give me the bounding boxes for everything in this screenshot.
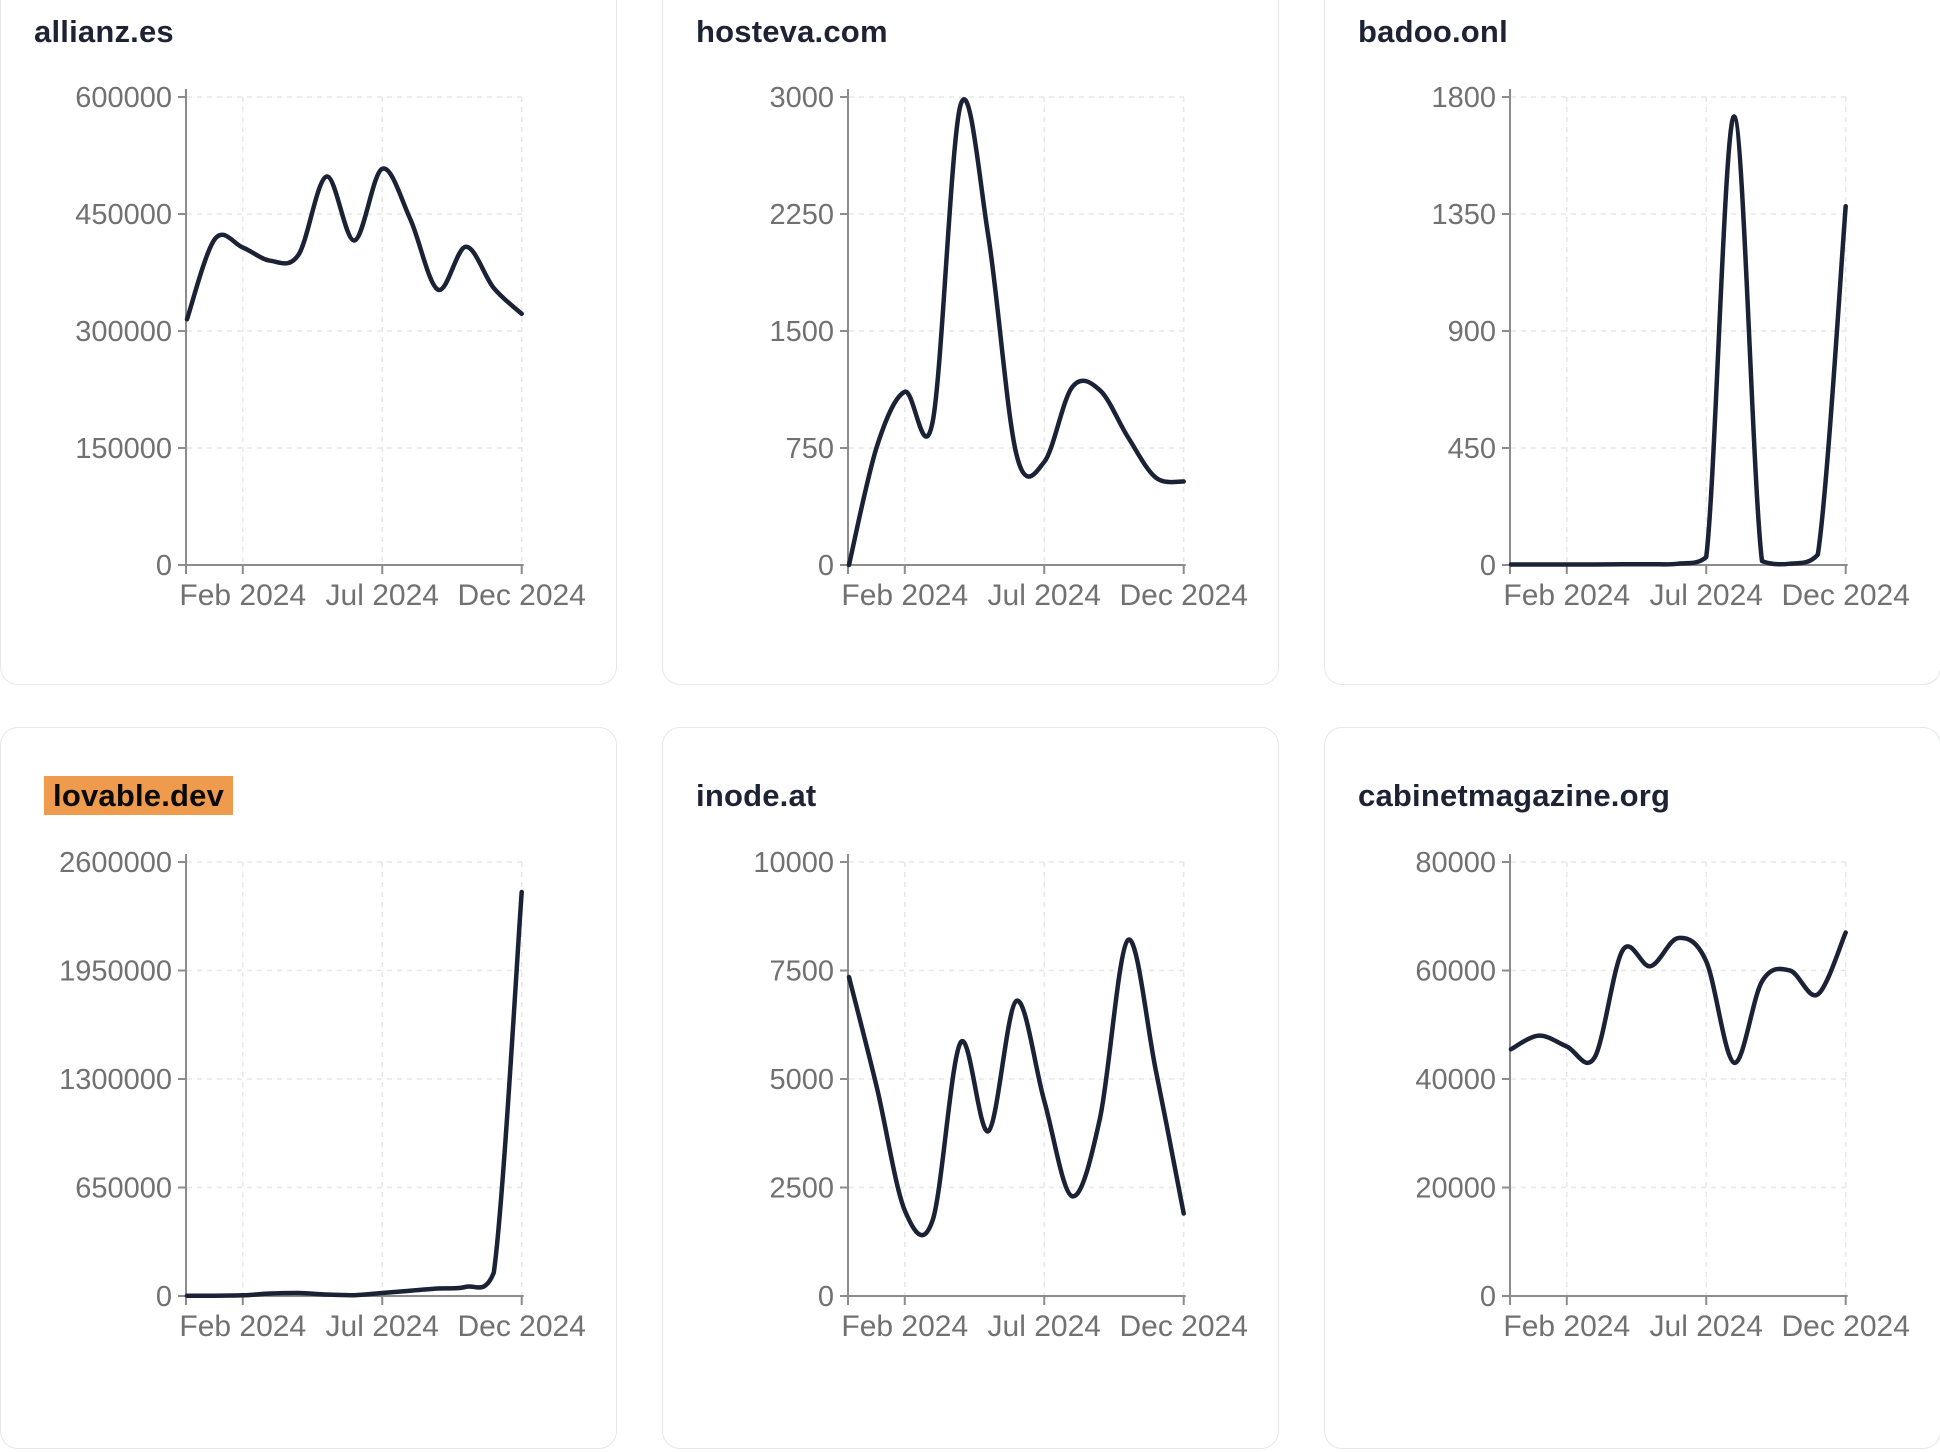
- y-tick-label: 2500: [769, 1172, 834, 1204]
- y-tick-label: 5000: [769, 1064, 834, 1096]
- series-line: [1508, 113, 1848, 567]
- x-tick-label: Jul 2024: [1649, 579, 1762, 612]
- y-tick-label: 1950000: [59, 955, 172, 987]
- y-tick-label: 600000: [75, 82, 172, 114]
- y-tick-label: 3000: [769, 82, 834, 114]
- x-tick-label: Feb 2024: [179, 1310, 306, 1343]
- y-tick-label: 60000: [1415, 955, 1496, 987]
- chart-title: cabinetmagazine.org: [1358, 777, 1670, 815]
- chart-title: badoo.onl: [1358, 13, 1508, 51]
- y-tick-label: 0: [1479, 1281, 1495, 1313]
- series-line: [846, 96, 1186, 567]
- chart-title-text: hosteva.com: [696, 14, 888, 49]
- x-tick-label: Jul 2024: [987, 579, 1100, 612]
- chart-title-text: allianz.es: [34, 14, 174, 49]
- y-tick-label: 1300000: [59, 1064, 172, 1096]
- series-line: [1508, 929, 1848, 1065]
- chart-title: inode.at: [696, 777, 816, 815]
- y-tick-label: 0: [155, 1281, 171, 1313]
- y-tick-label: 40000: [1415, 1064, 1496, 1096]
- chart-card[interactable]: lovable.dev 0 650000 1300000 1950000 2600000…: [0, 727, 617, 1449]
- line-chart: 0 150000 300000 450000 600000 Feb 2024 Jul 202…: [75, 82, 586, 612]
- y-tick-label: 2250: [769, 199, 834, 231]
- series-line: [184, 889, 524, 1298]
- y-tick-label: 0: [1479, 550, 1495, 582]
- chart-title: allianz.es: [34, 13, 174, 51]
- chart-title: hosteva.com: [696, 13, 888, 51]
- chart-card[interactable]: hosteva.com 0 750 1500 2250 3000 Feb 2024 Jul …: [662, 0, 1279, 685]
- line-chart: 0 2500 5000 7500 10000 Feb 2024 Jul 2024 Dec 20…: [753, 847, 1248, 1343]
- series-line: [184, 166, 524, 322]
- x-tick-label: Dec 2024: [1781, 1310, 1909, 1343]
- chart-title-text: badoo.onl: [1358, 14, 1508, 49]
- chart-title-text: cabinetmagazine.org: [1358, 778, 1671, 813]
- x-tick-label: Feb 2024: [179, 579, 306, 612]
- chart-title-text: inode.at: [696, 778, 817, 813]
- x-tick-label: Jul 2024: [987, 1310, 1100, 1343]
- x-tick-label: Dec 2024: [1119, 1310, 1247, 1343]
- y-tick-label: 650000: [75, 1172, 172, 1204]
- y-tick-label: 10000: [753, 847, 834, 879]
- x-tick-label: Feb 2024: [1503, 579, 1630, 612]
- x-tick-label: Jul 2024: [325, 1310, 438, 1343]
- y-tick-label: 450: [1447, 433, 1495, 465]
- y-tick-label: 0: [155, 550, 171, 582]
- y-tick-label: 150000: [75, 433, 172, 465]
- x-tick-label: Dec 2024: [1119, 579, 1247, 612]
- y-tick-label: 1350: [1431, 199, 1496, 231]
- y-tick-label: 750: [785, 433, 833, 465]
- chart-title: lovable.dev: [34, 776, 234, 815]
- y-tick-label: 900: [1447, 316, 1495, 348]
- x-tick-label: Feb 2024: [841, 1310, 968, 1343]
- chart-title-text: lovable.dev: [44, 776, 234, 815]
- y-tick-label: 1800: [1431, 82, 1496, 114]
- x-tick-label: Dec 2024: [1781, 579, 1909, 612]
- chart-card[interactable]: allianz.es 0 150000 300000 450000 600000 Feb …: [0, 0, 617, 685]
- y-tick-label: 0: [817, 550, 833, 582]
- chart-card[interactable]: inode.at 0 2500 5000 7500 10000 Feb 2024 Jul 2…: [662, 727, 1279, 1449]
- x-tick-label: Dec 2024: [457, 1310, 585, 1343]
- series-line: [846, 937, 1186, 1237]
- y-tick-label: 450000: [75, 199, 172, 231]
- x-tick-label: Feb 2024: [1503, 1310, 1630, 1343]
- y-tick-label: 2600000: [59, 847, 172, 879]
- line-chart: 0 20000 40000 60000 80000 Feb 2024 Jul 2024 Dec…: [1415, 847, 1910, 1343]
- line-chart: 0 450 900 1350 1800 Feb 2024 Jul 2024 Dec 2024: [1431, 82, 1909, 612]
- chart-card[interactable]: badoo.onl 0 450 900 1350 1800 Feb 2024 Jul 202…: [1324, 0, 1940, 685]
- x-tick-label: Feb 2024: [841, 579, 968, 612]
- y-tick-label: 20000: [1415, 1172, 1496, 1204]
- chart-card[interactable]: cabinetmagazine.org 0 20000 40000 60000 8000…: [1324, 727, 1940, 1449]
- y-tick-label: 0: [817, 1281, 833, 1313]
- y-tick-label: 300000: [75, 316, 172, 348]
- x-tick-label: Jul 2024: [1649, 1310, 1762, 1343]
- x-tick-label: Dec 2024: [457, 579, 585, 612]
- y-tick-label: 7500: [769, 955, 834, 987]
- y-tick-label: 80000: [1415, 847, 1496, 879]
- line-chart: 0 750 1500 2250 3000 Feb 2024 Jul 2024 Dec 2024: [769, 82, 1247, 612]
- x-tick-label: Jul 2024: [325, 579, 438, 612]
- line-chart: 0 650000 1300000 1950000 2600000 Feb 2024 Jul …: [59, 847, 586, 1343]
- y-tick-label: 1500: [769, 316, 834, 348]
